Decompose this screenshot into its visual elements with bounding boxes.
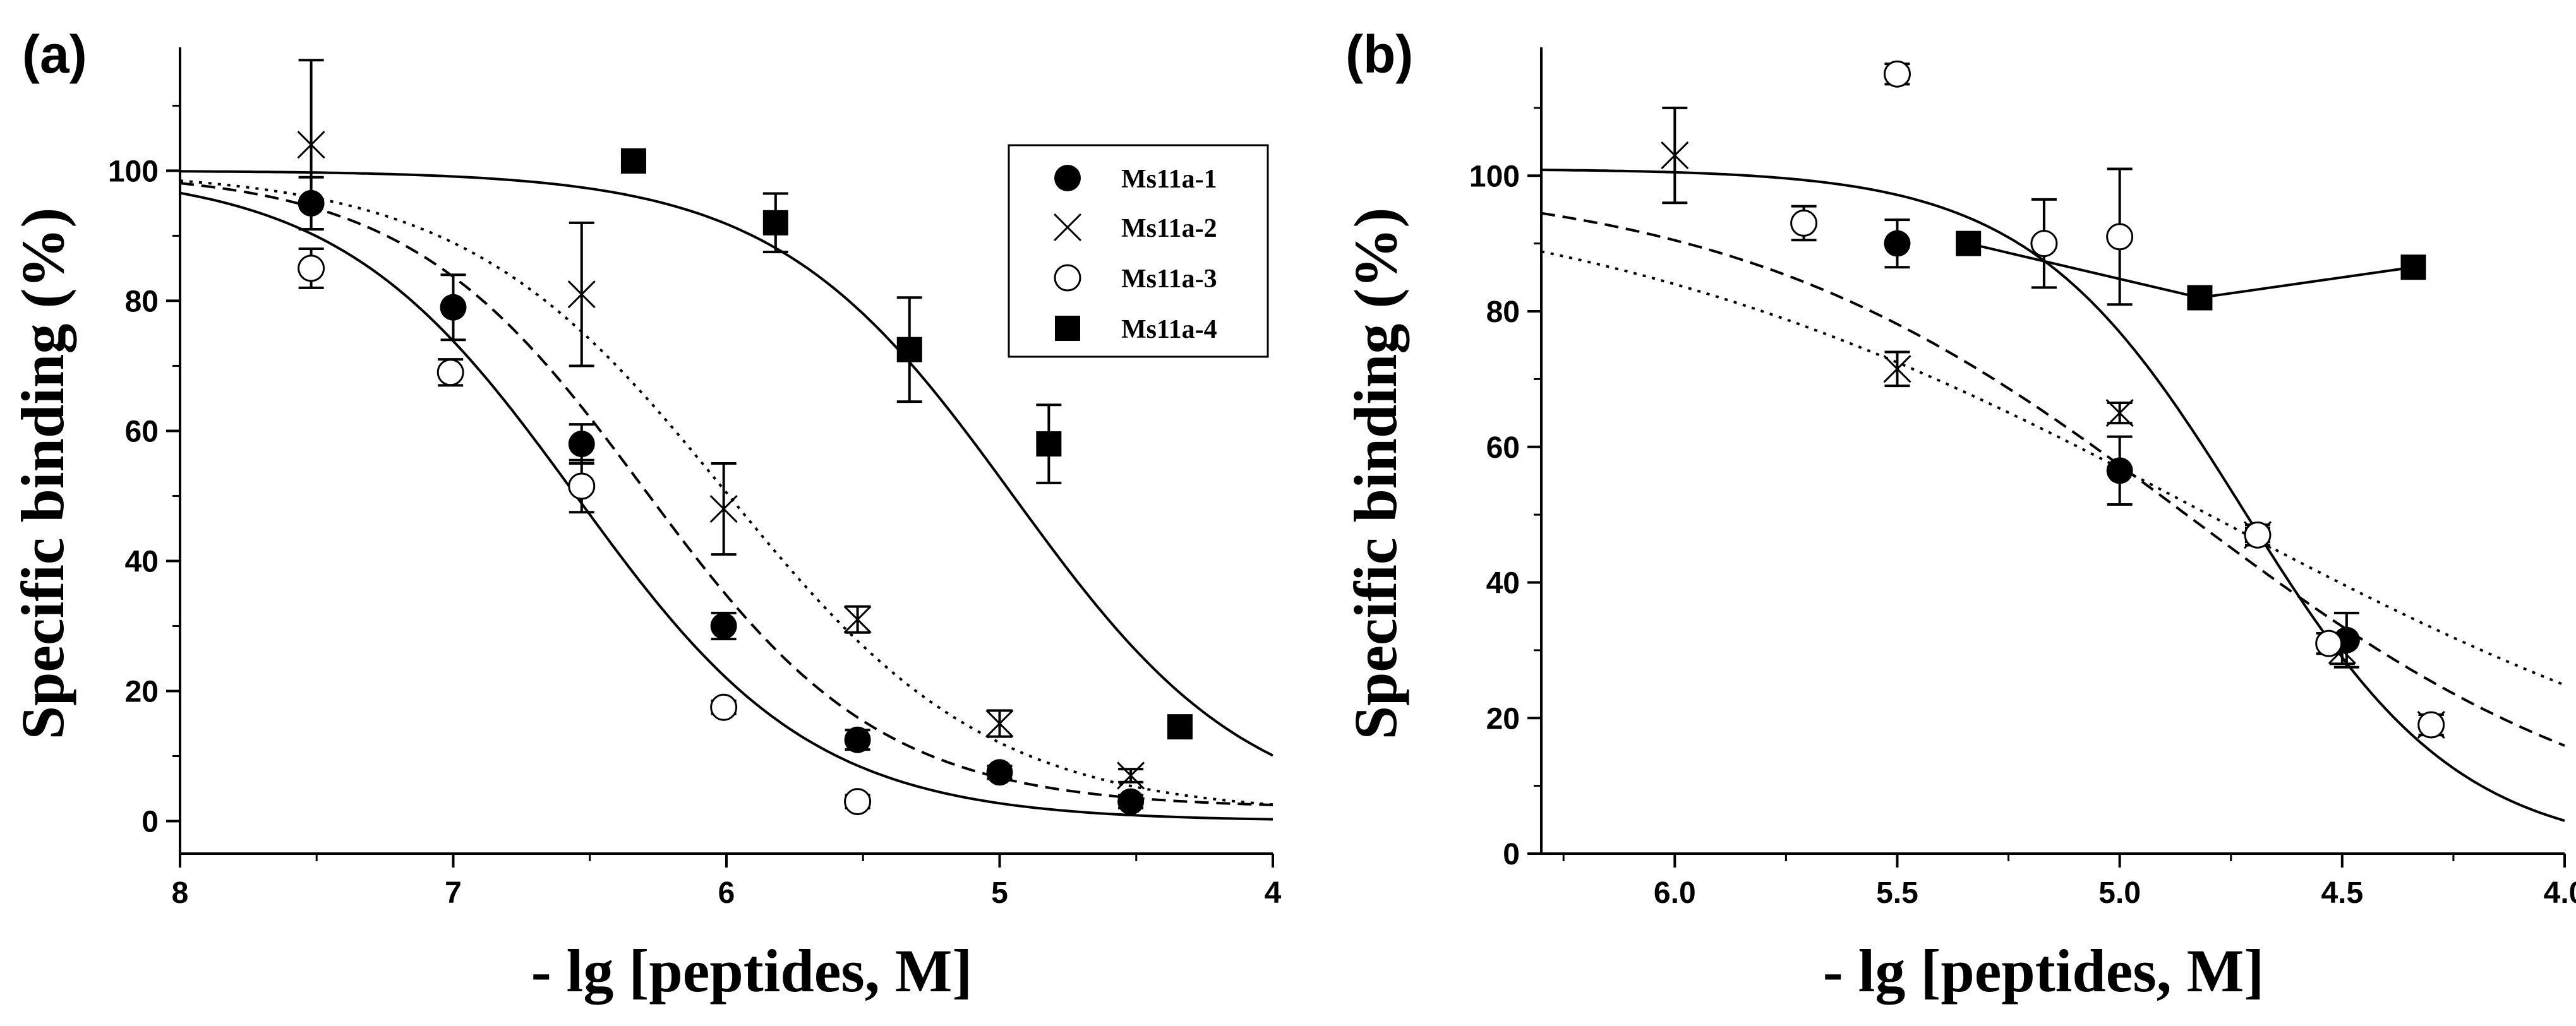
panel-b-ms11a-3-point <box>2315 629 2343 657</box>
panel-b-ms11a-4-point <box>1956 230 1982 256</box>
panel-a-ms11a-1-point <box>844 726 871 753</box>
panel-a-ms11a-1-point <box>568 431 595 458</box>
legend-marker-ms11a-1 <box>1054 165 1081 191</box>
legend-entry-ms11a-3: Ms11a-3 <box>1054 264 1217 294</box>
panel-a-x-tick-label: 7 <box>445 876 462 910</box>
panel-b-x-tick-label: 5.0 <box>2098 876 2141 910</box>
panel-a-ms11a-4-point <box>1167 714 1193 740</box>
panel-a-y-tick-label: 80 <box>125 285 159 318</box>
panel-b-plot-area: 6.0 5.5 5.0 4.5 4.0 0 20 40 60 80 100 <box>1469 47 2576 910</box>
panel-a-x-tick-label: 8 <box>172 876 189 910</box>
panel-b-ms11a-2-fit-curve <box>1541 250 2565 686</box>
panel-b-ms11a-2-point <box>1883 355 1911 383</box>
panel-b-ms11a-4-point <box>2187 285 2213 311</box>
panel-b-y-tick-label: 0 <box>1503 838 1520 871</box>
panel-a-ms11a-1-point <box>440 294 467 321</box>
panel-b-ms11a-4-point <box>2400 254 2426 280</box>
panel-a-x-tick-label: 5 <box>991 876 1008 910</box>
legend-label-ms11a-4: Ms11a-4 <box>1121 315 1217 344</box>
panel-a-legend: Ms11a-1 Ms11a-2 Ms11a-3 Ms11a-4 <box>1008 144 1269 358</box>
panel-a-ms11a-3-point <box>436 359 464 386</box>
panel-b-letter: (b) <box>1345 25 1413 84</box>
panel-a-ms11a-3-fit-curve <box>179 191 1273 821</box>
panel-a-ms11a-2-fit-curve <box>179 179 1273 806</box>
panel-b: (b) 6.0 5.5 5.0 4.5 4.0 0 20 40 60 80 100 - lg [pe… <box>1342 25 2576 1005</box>
legend-label-ms11a-3: Ms11a-3 <box>1121 265 1217 294</box>
legend-entry-ms11a-1: Ms11a-1 <box>1054 165 1217 194</box>
legend-marker-ms11a-2 <box>1053 213 1082 242</box>
panel-b-x-tick-label: 4.0 <box>2544 876 2576 910</box>
legend-entry-ms11a-2: Ms11a-2 <box>1053 213 1217 243</box>
legend-entry-ms11a-4: Ms11a-4 <box>1055 315 1217 344</box>
legend-marker-ms11a-3 <box>1054 264 1081 292</box>
panel-a-ms11a-2-point <box>985 709 1014 738</box>
panel-a-y-tick-label: 60 <box>125 415 159 448</box>
legend-label-ms11a-2: Ms11a-2 <box>1121 214 1217 243</box>
panel-a-y-tick-label: 100 <box>108 155 159 188</box>
panel-b-ms11a-2-point <box>1661 141 1689 170</box>
panel-b-ms11a-1-fit-curve <box>1541 212 2565 747</box>
panel-b-ms11a-1-point <box>2106 457 2133 484</box>
panel-a-ms11a-3-point <box>298 254 325 282</box>
panel-a-x-axis-title: - lg [peptides, M] <box>531 937 973 1005</box>
panel-a-ms11a-1-point <box>710 612 737 640</box>
panel-a-y-axis-title: Specific binding (%) <box>9 208 76 740</box>
panel-a-ms11a-2-point <box>567 280 596 309</box>
panel-a-ms11a-4-point <box>620 148 646 174</box>
panel-a-ms11a-3-point <box>844 788 872 816</box>
panel-a-letter: (a) <box>22 25 87 84</box>
panel-b-ms11a-3-point <box>2030 230 2058 258</box>
panel-a-ms11a-2-point <box>297 131 325 159</box>
panel-b-y-tick-label: 20 <box>1486 702 1520 736</box>
panel-a-y-tick-label: 40 <box>125 545 159 578</box>
panel-a-ms11a-2-point <box>709 494 738 523</box>
panel-b-ms11a-3-point <box>2417 711 2445 739</box>
panel-b-ms11a-3-point <box>2106 223 2134 251</box>
panel-b-ms11a-3-point <box>1790 209 1818 237</box>
panel-a-ms11a-4-point <box>896 337 922 362</box>
panel-a-ms11a-2-point <box>1117 761 1145 790</box>
panel-a-ms11a-4-point <box>1036 431 1062 457</box>
panel-a-ms11a-1-fit-curve <box>179 182 1273 806</box>
legend-box <box>1008 144 1269 358</box>
panel-b-x-tick-label: 4.5 <box>2321 876 2363 910</box>
panel-a-y-tick-label: 0 <box>141 805 159 838</box>
panel-b-y-tick-label: 40 <box>1486 567 1520 600</box>
panel-a-ms11a-2-point <box>843 605 872 634</box>
legend-marker-ms11a-4 <box>1055 316 1080 341</box>
panel-b-x-tick-label: 6.0 <box>1654 876 1696 910</box>
panel-b-ms11a-3-point <box>1883 60 1911 88</box>
panel-b-ms11a-3-fit-curve <box>1541 169 2565 822</box>
legend-label-ms11a-1: Ms11a-1 <box>1121 165 1217 194</box>
panel-a-ms11a-1-point <box>1117 788 1145 815</box>
panel-b-x-axis-title: - lg [peptides, M] <box>1823 937 2265 1005</box>
panel-a-ms11a-4-fit-curve <box>179 170 1273 757</box>
panel-a-ms11a-1-point <box>986 759 1013 786</box>
panel-b-ms11a-1-point <box>1884 230 1911 257</box>
panel-a-x-tick-label: 4 <box>1265 876 1282 910</box>
panel-b-ms11a-2-point <box>2105 399 2134 427</box>
panel-b-x-tick-label: 5.5 <box>1876 876 1918 910</box>
panel-b-y-tick-label: 100 <box>1469 160 1520 193</box>
panel-a-ms11a-3-point <box>710 693 738 721</box>
panel-b-ms11a-3-point <box>2244 521 2272 549</box>
panel-b-y-tick-label: 80 <box>1486 295 1520 329</box>
panel-a-x-tick-label: 6 <box>718 876 735 910</box>
panel-b-y-axis-title: Specific binding (%) <box>1342 208 1409 740</box>
panel-a-ms11a-4-point <box>762 210 788 236</box>
panel-a-ms11a-3-point <box>568 472 596 500</box>
panel-b-y-tick-label: 60 <box>1486 431 1520 465</box>
panel-a-y-tick-label: 20 <box>125 675 159 708</box>
